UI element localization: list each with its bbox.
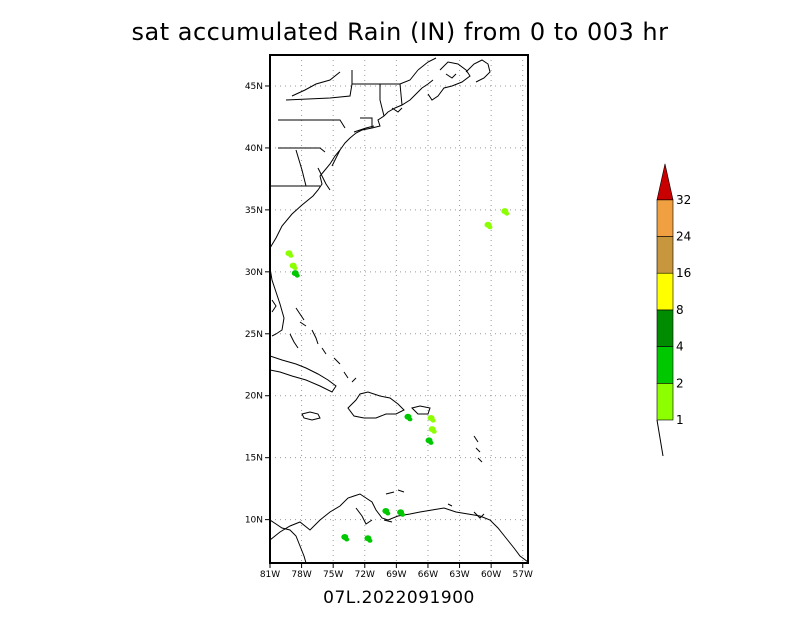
rain-area-venezuela-1-part (344, 537, 350, 542)
colorbar-box (656, 236, 674, 274)
colorbar-top-triangle (656, 163, 674, 201)
rain-area-venezuela-4-part (400, 512, 406, 517)
lon-tick-label: 69W (386, 570, 406, 580)
storm-id-label: 07L.2022091900 (323, 588, 475, 608)
rain-area-caribbean-band-2-part (428, 440, 434, 445)
rain-area-near-florida-1-part (288, 253, 294, 258)
colorbar-label: 16 (676, 266, 691, 280)
rain-area-mona-passage-part (407, 417, 413, 422)
colorbar-bottom-tail (656, 419, 664, 457)
coastlines (270, 57, 528, 563)
lon-tick-label: 81W (260, 570, 280, 580)
lon-tick-label: 57W (513, 570, 533, 580)
lat-tick-label: 30N (245, 268, 263, 278)
longitude-tick-labels: 81W 78W 75W 72W 69W 66W 63W 60W 57W (260, 563, 533, 580)
lon-tick-label: 66W (418, 570, 438, 580)
colorbar-box (656, 199, 674, 237)
lon-tick-label: 72W (355, 570, 375, 580)
colorbar-label: 2 (676, 376, 684, 390)
rain-area-near-bermuda-2-part (504, 211, 510, 216)
colorbar-label: 32 (676, 193, 691, 207)
colorbar-label: 1 (676, 413, 684, 427)
rain-area-near-florida-2-part (292, 266, 298, 271)
lon-tick-label: 60W (481, 570, 501, 580)
colorbar-box (656, 272, 674, 311)
rain-area-caribbean-band-1-part (431, 429, 437, 434)
rain-area-near-florida-3-part (294, 273, 300, 278)
rain-area-venezuela-3-part (385, 511, 391, 516)
rain-area-near-bermuda-1-part (487, 225, 493, 230)
colorbar-box (656, 382, 674, 421)
lat-tick-label: 25N (245, 330, 263, 340)
map-title: sat accumulated Rain (IN) from 0 to 003 … (131, 18, 669, 46)
lat-tick-label: 10N (245, 516, 263, 526)
lon-tick-label: 78W (291, 570, 311, 580)
rain-area-puerto-rico-east-part (430, 418, 436, 423)
lat-tick-label: 40N (245, 144, 263, 154)
map-frame (269, 54, 529, 564)
lon-tick-label: 63W (449, 570, 469, 580)
lat-tick-label: 15N (245, 454, 263, 464)
latitude-tick-labels: 45N 40N 35N 30N 25N 20N 15N 10N (245, 82, 270, 526)
colorbar-label: 8 (676, 303, 684, 317)
lat-tick-label: 45N (245, 82, 263, 92)
rain-areas (285, 208, 510, 543)
lat-lon-gridlines (270, 55, 528, 563)
colorbar-label: 24 (676, 230, 691, 244)
lat-tick-label: 20N (245, 392, 263, 402)
lat-tick-label: 35N (245, 206, 263, 216)
colorbar-label: 4 (676, 340, 684, 354)
rain-area-venezuela-2-part (367, 538, 373, 543)
colorbar-box (656, 346, 674, 384)
lon-tick-label: 75W (323, 570, 343, 580)
colorbar-box (656, 309, 674, 347)
